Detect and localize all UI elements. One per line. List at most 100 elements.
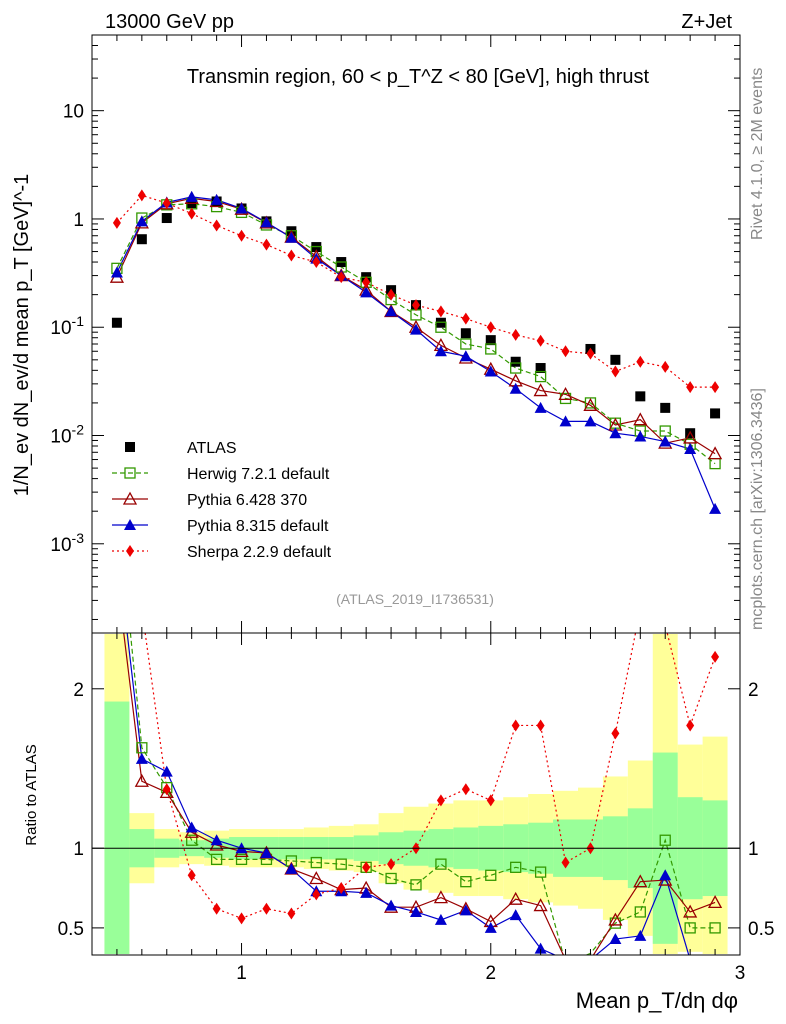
top-point-sherpa-2-2-9-default-14 bbox=[461, 312, 470, 325]
top-point-pythia-8-315-default-18 bbox=[559, 415, 572, 427]
top-point-herwig-7-2-1-default-14 bbox=[460, 338, 472, 350]
ratio-point-herwig-7-2-1-default-13 bbox=[435, 858, 447, 870]
top-point-pythia-8-315-default-12 bbox=[410, 323, 422, 335]
ratio-point-sherpa-2-2-9-default-2 bbox=[162, 783, 171, 796]
ratio-y-tick-label-1: 1 bbox=[73, 839, 84, 860]
ratio-point-sherpa-2-2-9-default-17 bbox=[536, 719, 545, 732]
top-point-sherpa-2-2-9-default-20 bbox=[611, 365, 620, 378]
top-point-pythia-8-315-default-21 bbox=[634, 430, 647, 442]
ratio-point-herwig-7-2-1-default-14 bbox=[460, 876, 472, 888]
top-point-sherpa-2-2-9-default-16 bbox=[511, 328, 520, 341]
top-point-sherpa-2-2-9-default-4 bbox=[212, 219, 221, 232]
ratio-point-pythia-8-315-default-4 bbox=[210, 834, 223, 846]
top-point-sherpa-2-2-9-default-11 bbox=[387, 288, 396, 301]
top-point-pythia-8-315-default-22 bbox=[659, 435, 672, 447]
top-point-pythia-8-315-default-17 bbox=[534, 401, 547, 413]
top-point-sherpa-2-2-9-default-5 bbox=[237, 229, 246, 242]
top-point-sherpa-2-2-9-default-10 bbox=[362, 276, 371, 289]
top-point-atlas-2 bbox=[161, 213, 172, 224]
ratio-point-sherpa-2-2-9-default-23 bbox=[686, 719, 695, 732]
ratio-point-herwig-7-2-1-default-9 bbox=[335, 858, 347, 870]
top-point-pythia-6-428-370-21 bbox=[633, 412, 648, 426]
top-point-sherpa-2-2-9-default-3 bbox=[187, 207, 196, 220]
ratio-point-pythia-6-428-370-16 bbox=[508, 891, 523, 905]
top-point-pythia-6-428-370-17 bbox=[533, 383, 548, 397]
ratio-point-pythia-6-428-370-1 bbox=[134, 773, 149, 787]
ratio-y-tick-label-right-0: 0.5 bbox=[748, 919, 774, 940]
rivet-version-label: Rivet 4.1.0, ≥ 2M events bbox=[749, 68, 766, 240]
top-point-pythia-8-315-default-4 bbox=[210, 193, 223, 205]
ratio-point-pythia-6-428-370-8 bbox=[309, 871, 324, 885]
ratio-point-pythia-8-315-default-22 bbox=[659, 869, 672, 881]
ratio-point-herwig-7-2-1-default-17 bbox=[534, 866, 547, 878]
top-plot-title: Transmin region, 60 < p_T^Z < 80 [GeV], … bbox=[187, 66, 650, 88]
top-point-pythia-8-315-default-7 bbox=[285, 231, 298, 243]
top-point-pythia-8-315-default-15 bbox=[484, 365, 497, 377]
top-point-sherpa-2-2-9-default-6 bbox=[262, 238, 271, 251]
legend-label-3: Pythia 8.315 default bbox=[187, 518, 329, 535]
x-tick-label-2: 3 bbox=[735, 963, 746, 984]
top-point-sherpa-2-2-9-default-24 bbox=[711, 381, 720, 394]
top-line-pythia-8-315-default bbox=[116, 196, 716, 510]
ratio-point-sherpa-2-2-9-default-9 bbox=[337, 882, 346, 895]
top-point-sherpa-2-2-9-default-21 bbox=[636, 355, 645, 368]
top-point-atlas-20 bbox=[635, 391, 646, 402]
ratio-point-pythia-8-315-default-17 bbox=[534, 942, 547, 954]
top-point-atlas-19 bbox=[610, 354, 621, 365]
top-point-pythia-8-315-default-5 bbox=[235, 202, 248, 214]
top-point-sherpa-2-2-9-default-7 bbox=[287, 249, 296, 262]
mcplots-label: mcplots.cern.ch [arXiv:1306.3436] bbox=[749, 388, 766, 630]
ratio-point-pythia-8-315-default-6 bbox=[260, 846, 273, 858]
ratio-point-pythia-6-428-370-2 bbox=[159, 785, 174, 799]
ratio-point-sherpa-2-2-9-default-6 bbox=[262, 902, 271, 915]
top-point-sherpa-2-2-9-default-8 bbox=[312, 256, 321, 269]
ratio-point-pythia-8-315-default-10 bbox=[360, 886, 373, 898]
ratio-point-sherpa-2-2-9-default-18 bbox=[561, 856, 570, 869]
ratio-point-sherpa-2-2-9-default-7 bbox=[287, 907, 296, 920]
top-point-sherpa-2-2-9-default-1 bbox=[137, 189, 146, 202]
legend-marker-3 bbox=[124, 519, 136, 530]
ratio-point-pythia-6-428-370-17 bbox=[533, 898, 548, 912]
ratio-point-sherpa-2-2-9-default-13 bbox=[436, 794, 445, 807]
top-point-pythia-8-315-default-19 bbox=[584, 415, 597, 427]
ratio-point-pythia-6-428-370-23 bbox=[683, 904, 698, 918]
top-point-pythia-8-315-default-20 bbox=[609, 427, 622, 439]
ratio-point-herwig-7-2-1-default-12 bbox=[410, 879, 422, 891]
top-point-sherpa-2-2-9-default-2 bbox=[162, 197, 171, 210]
ratio-point-pythia-8-315-default-7 bbox=[285, 862, 298, 874]
ratio-point-sherpa-2-2-9-default-15 bbox=[486, 794, 495, 807]
stat-uncertainty-band-0 bbox=[104, 701, 130, 954]
top-point-sherpa-2-2-9-default-9 bbox=[337, 271, 346, 284]
top-point-pythia-6-428-370-23 bbox=[683, 430, 698, 444]
top-line-sherpa-2-2-9-default bbox=[116, 194, 716, 388]
header-right: Z+Jet bbox=[681, 11, 732, 33]
ratio-point-pythia-8-315-default-15 bbox=[484, 921, 497, 933]
ratio-point-herwig-7-2-1-default-8 bbox=[310, 856, 322, 869]
ratio-point-herwig-7-2-1-default-3 bbox=[186, 834, 198, 846]
ratio-point-pythia-8-315-default-11 bbox=[385, 899, 398, 911]
x-axis-label: Mean p_T/dη dφ bbox=[576, 988, 738, 1013]
top-point-herwig-7-2-1-default-16 bbox=[510, 362, 522, 374]
ratio-point-pythia-8-315-default-12 bbox=[410, 905, 422, 917]
legend-label-2: Pythia 6.428 370 bbox=[187, 492, 307, 509]
top-y-tick-label-1: 10-2 bbox=[50, 422, 84, 448]
top-point-atlas-21 bbox=[660, 402, 671, 413]
top-point-sherpa-2-2-9-default-17 bbox=[536, 334, 545, 347]
ratio-point-pythia-8-315-default-2 bbox=[160, 765, 173, 777]
ratio-point-pythia-6-428-370-24 bbox=[707, 895, 723, 909]
ratio-point-herwig-7-2-1-default-15 bbox=[485, 869, 497, 881]
top-line-herwig-7-2-1-default bbox=[116, 203, 716, 465]
top-point-herwig-7-2-1-default-13 bbox=[435, 321, 447, 333]
top-point-sherpa-2-2-9-default-0 bbox=[112, 216, 121, 229]
top-point-pythia-8-315-default-11 bbox=[385, 305, 398, 317]
ratio-point-sherpa-2-2-9-default-4 bbox=[212, 902, 221, 915]
ratio-y-tick-label-2: 2 bbox=[73, 680, 84, 701]
ratio-point-pythia-6-428-370-13 bbox=[433, 890, 449, 904]
legend-label-4: Sherpa 2.2.9 default bbox=[187, 544, 332, 561]
ratio-y-tick-label-right-2: 2 bbox=[748, 680, 759, 701]
top-point-atlas-14 bbox=[460, 328, 471, 339]
ratio-point-herwig-7-2-1-default-16 bbox=[510, 861, 522, 873]
ratio-point-pythia-6-428-370-20 bbox=[608, 912, 623, 926]
legend-marker-1 bbox=[124, 467, 136, 479]
